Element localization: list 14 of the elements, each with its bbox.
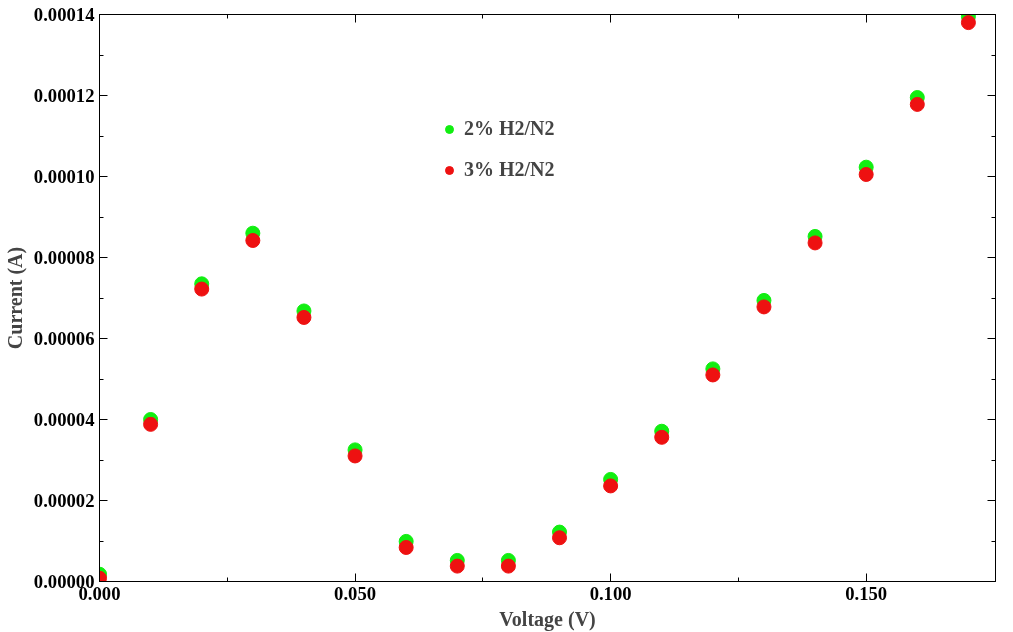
- x-tick-label: 0.050: [334, 582, 377, 604]
- x-tick-label: 0.150: [845, 582, 888, 604]
- y-tick-label: 0.00002: [33, 490, 95, 511]
- x-tick-label: 0.100: [589, 582, 632, 604]
- legend-label: 3% H2/N2: [464, 158, 555, 181]
- y-tick-label: 0.00004: [33, 409, 95, 430]
- y-tick-label: 0.00008: [33, 247, 95, 268]
- y-axis-title: Current (A): [3, 246, 27, 350]
- y-tick-label: 0.00006: [33, 328, 95, 349]
- legend-label: 2% H2/N2: [464, 117, 555, 140]
- y-tick-label: 0.00014: [33, 4, 95, 25]
- y-tick-label: 0.00010: [33, 166, 95, 187]
- y-tick-label: 0.00012: [33, 85, 95, 106]
- x-axis-title: Voltage (V): [499, 607, 596, 631]
